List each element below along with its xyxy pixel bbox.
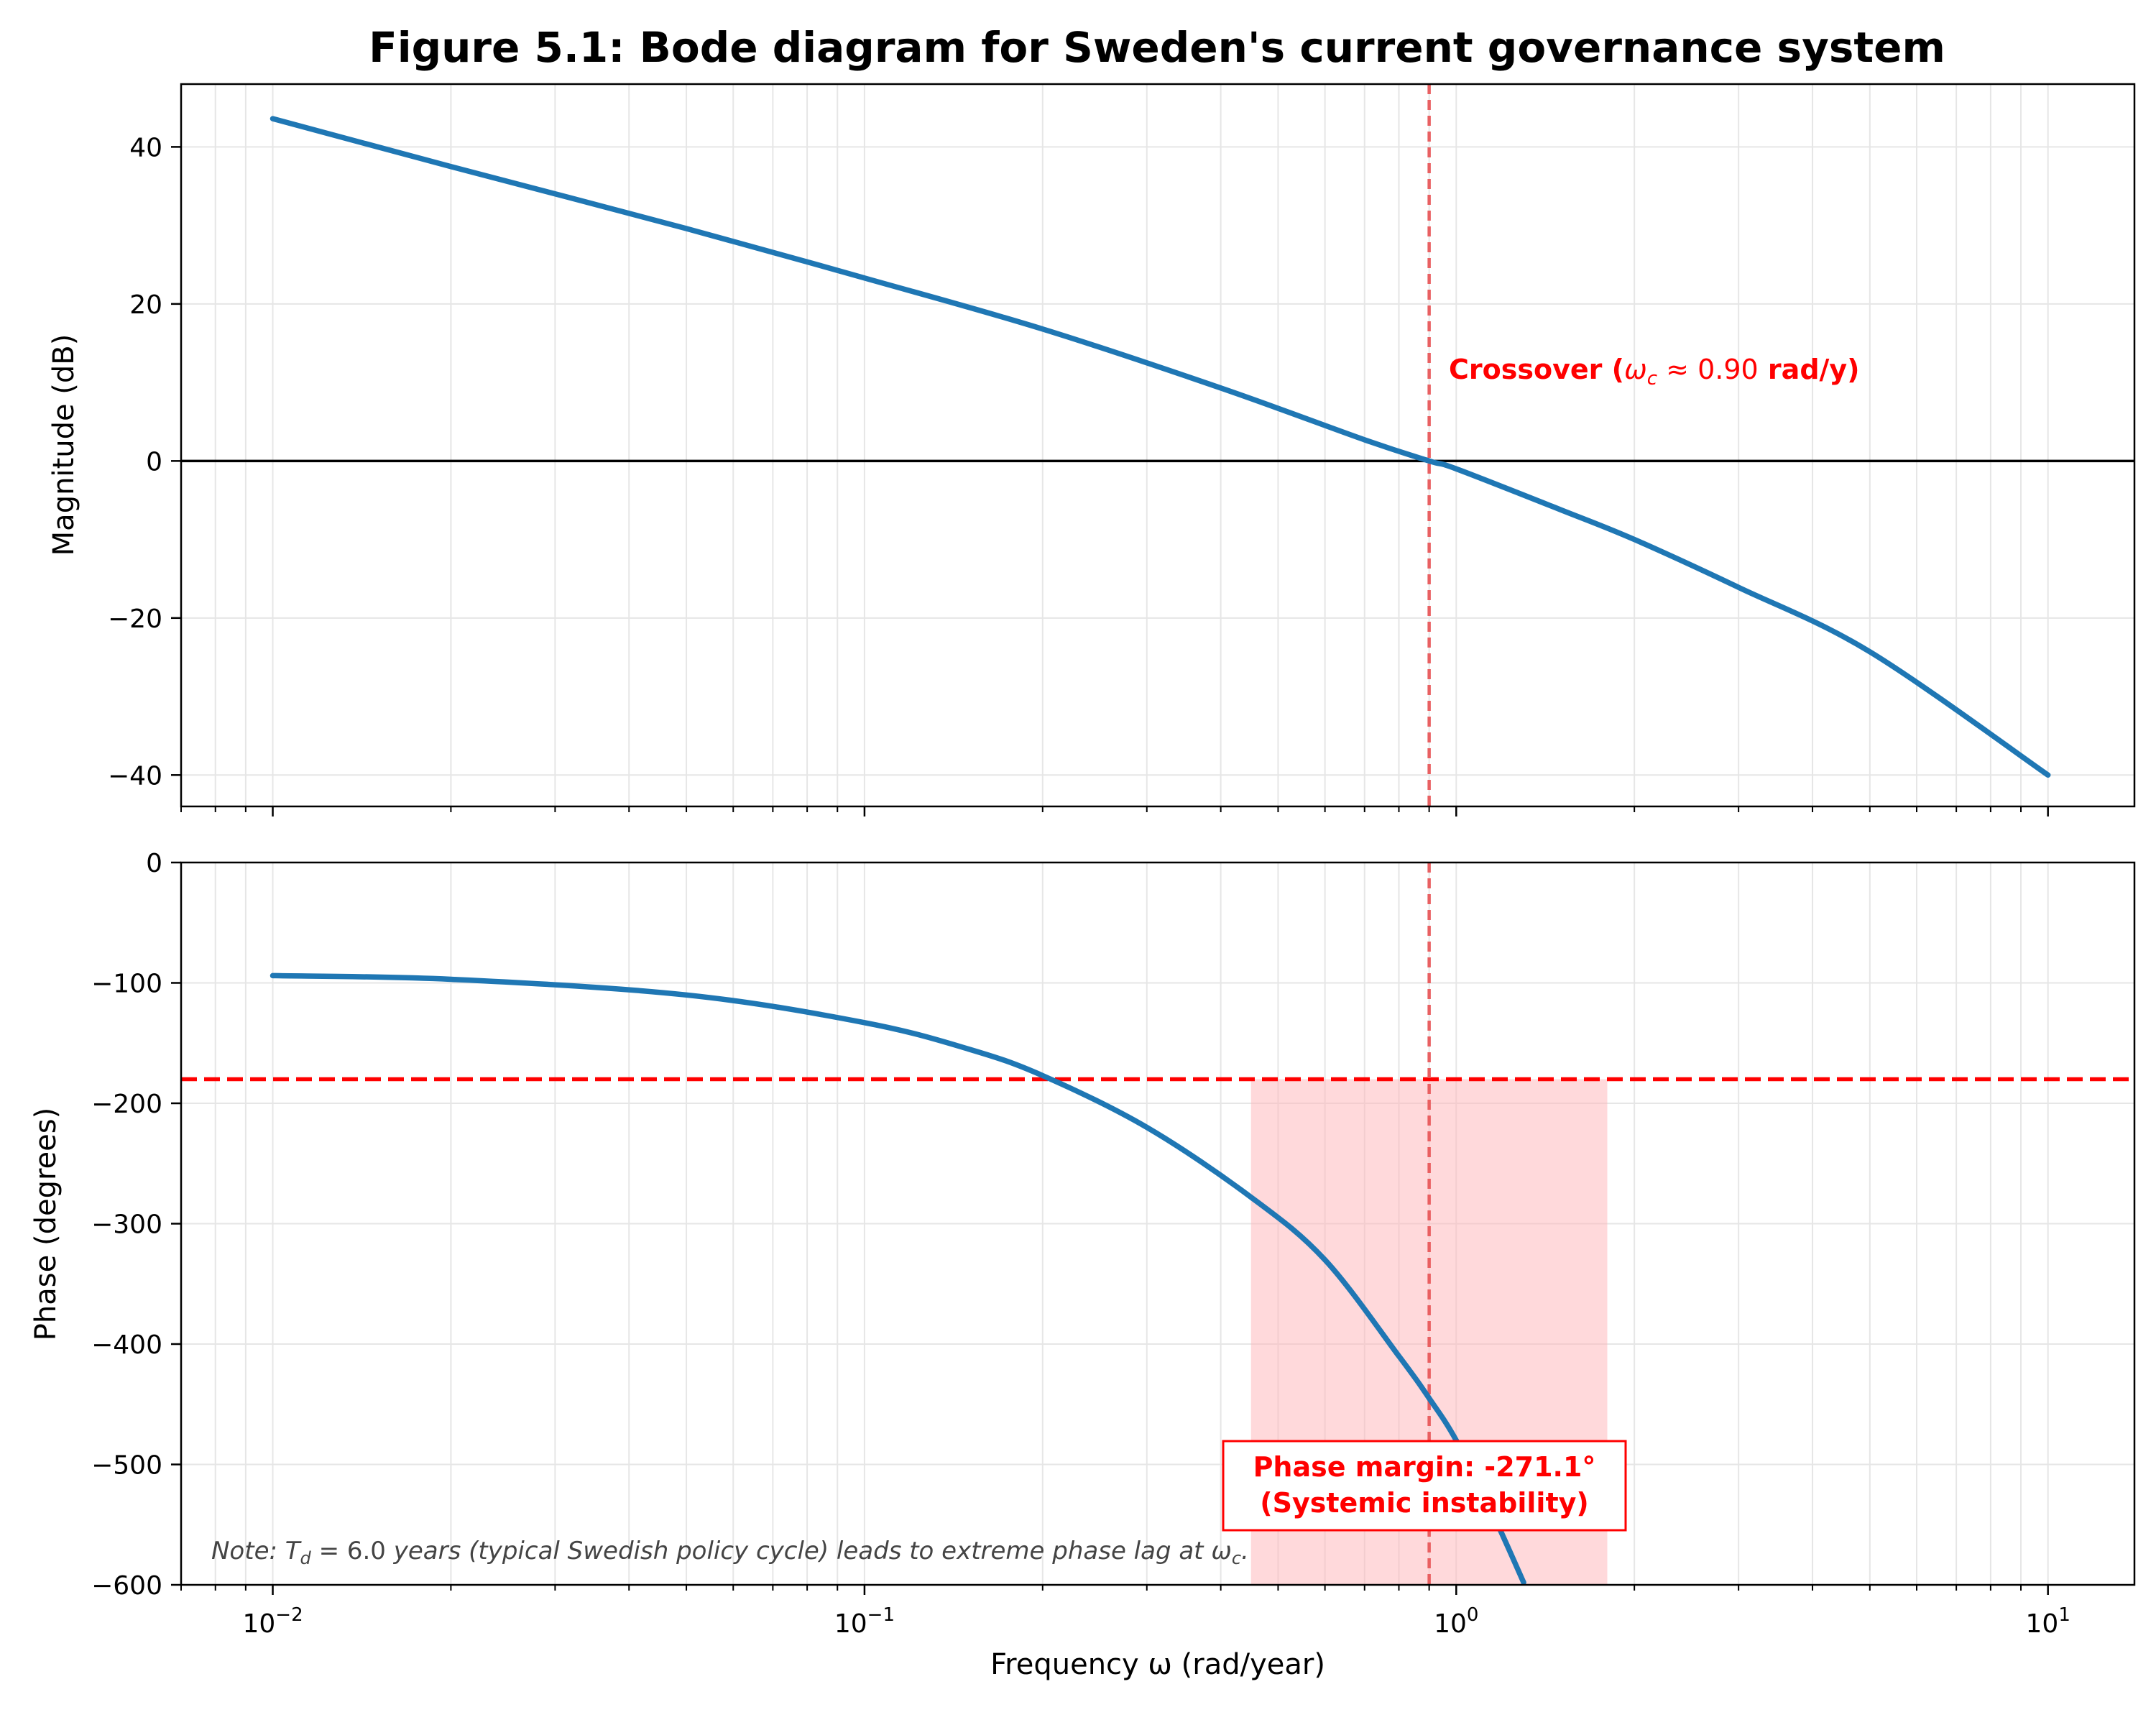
note-eq: = 6.0	[311, 1537, 386, 1565]
y-tick-label: 0	[146, 849, 162, 878]
magnitude-ticks: 40 20 0 −20 −40	[108, 133, 2049, 816]
x-tick-exponent: −2	[275, 1604, 303, 1626]
magnitude-ylabel: Magnitude (dB)	[47, 334, 80, 556]
x-tick-base: 10	[834, 1609, 867, 1639]
x-tick-exponent: −1	[867, 1604, 895, 1626]
y-tick-label: −500	[91, 1451, 162, 1481]
crossover-omega: ω	[1624, 354, 1647, 385]
magnitude-panel: 40 20 0 −20 −40 Magnitude (dB) Crossover (ωc…	[47, 83, 2136, 816]
crossover-omega-sub: c	[1647, 368, 1657, 390]
phase-ylabel: Phase (degrees)	[29, 1108, 63, 1340]
crossover-approx: ≈ 0.90	[1657, 354, 1759, 385]
x-tick-label: 100	[1434, 1604, 1478, 1639]
y-tick-label: −600	[91, 1571, 162, 1601]
y-tick-label: −300	[91, 1210, 162, 1240]
crossover-annotation-suffix: rad/y)	[1759, 354, 1860, 385]
chart-title: Figure 5.1: Bode diagram for Sweden's cu…	[369, 23, 1945, 72]
phase-margin-annotation: Phase margin: -271.1° (Systemic instabil…	[1222, 1440, 1627, 1532]
phase-margin-subtext: (Systemic instability)	[1260, 1487, 1589, 1519]
note-omega: ω	[1211, 1537, 1231, 1565]
y-tick-label: 40	[129, 133, 162, 162]
phase-margin-text: Phase margin: -271.1°	[1253, 1451, 1596, 1483]
note-omega-sub: c	[1232, 1548, 1241, 1568]
x-tick-base: 10	[242, 1609, 275, 1639]
y-tick-label: 20	[129, 290, 162, 320]
x-tick-label: 101	[2026, 1604, 2070, 1639]
y-tick-label: −40	[108, 761, 162, 791]
magnitude-reference-lines	[181, 84, 2134, 806]
note-prefix: Note:	[211, 1537, 285, 1565]
phase-note: Note: Td = 6.0 years (typical Swedish po…	[211, 1537, 1249, 1568]
note-end: .	[1241, 1537, 1249, 1565]
y-tick-label: −400	[91, 1330, 162, 1360]
magnitude-curve	[270, 116, 2051, 778]
frequency-xlabel: Frequency ω (rad/year)	[990, 1648, 1325, 1681]
x-tick-exponent: 0	[1467, 1604, 1479, 1626]
x-tick-label: 10−1	[834, 1604, 895, 1639]
crossover-annotation: Crossover (ωc ≈ 0.90 rad/y)	[1449, 354, 1860, 390]
phase-margin-box	[1222, 1440, 1627, 1532]
y-tick-label: −100	[91, 970, 162, 999]
y-tick-label: 0	[146, 447, 162, 477]
x-tick-base: 10	[1434, 1609, 1467, 1639]
note-T-sub: d	[300, 1548, 312, 1568]
magnitude-axes-frame	[180, 83, 2136, 808]
x-tick-exponent: 1	[2058, 1604, 2070, 1626]
phase-curve	[270, 972, 1526, 1586]
x-tick-label: 10−2	[242, 1604, 303, 1639]
y-tick-label: −200	[91, 1090, 162, 1119]
y-tick-label: −20	[108, 604, 162, 634]
x-tick-base: 10	[2026, 1609, 2059, 1639]
note-middle: years (typical Swedish policy cycle) lea…	[386, 1537, 1211, 1565]
crossover-annotation-prefix: Crossover (	[1449, 354, 1624, 385]
note-T: T	[285, 1537, 302, 1565]
